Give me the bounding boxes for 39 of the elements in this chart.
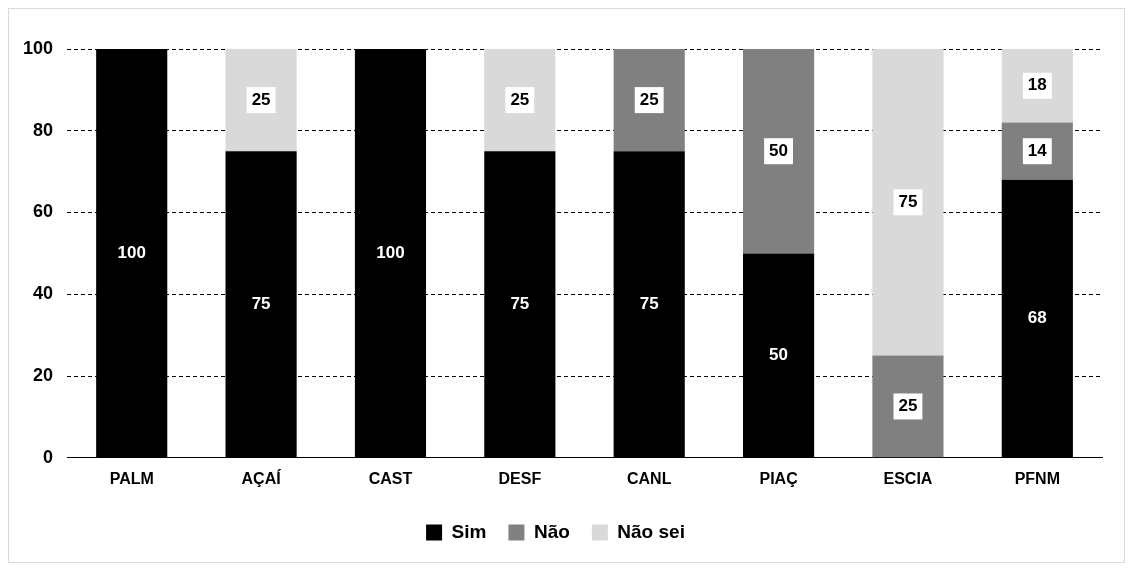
y-tick-label: 0 bbox=[43, 446, 54, 467]
data-label: 18 bbox=[1027, 75, 1047, 95]
x-tick-label: CANL bbox=[626, 469, 672, 487]
x-tick-label: PALM bbox=[109, 469, 154, 487]
data-label: 100 bbox=[117, 242, 146, 262]
data-label: 75 bbox=[639, 293, 659, 313]
bar bbox=[613, 49, 685, 152]
legend-label: Não sei bbox=[617, 520, 685, 542]
data-label: 50 bbox=[769, 140, 789, 160]
data-label: 25 bbox=[510, 89, 530, 109]
data-label: 75 bbox=[898, 191, 918, 211]
x-tick-label: AÇAÍ bbox=[241, 468, 282, 487]
y-tick-label: 100 bbox=[22, 37, 54, 58]
data-label: 25 bbox=[251, 89, 271, 109]
x-tick-label: PFNM bbox=[1014, 469, 1060, 487]
y-tick-label: 60 bbox=[33, 201, 54, 222]
y-tick-label: 40 bbox=[33, 283, 54, 304]
x-tick-label: CAST bbox=[368, 469, 413, 487]
x-tick-label: ESCIA bbox=[883, 469, 933, 487]
bar bbox=[872, 355, 944, 458]
y-tick-label: 20 bbox=[33, 365, 54, 386]
data-label: 14 bbox=[1027, 140, 1048, 160]
x-tick-label: DESF bbox=[498, 469, 542, 487]
bar bbox=[1001, 49, 1073, 123]
legend-label: Não bbox=[533, 520, 570, 542]
legend-label: Sim bbox=[451, 520, 487, 542]
data-label: 25 bbox=[639, 89, 659, 109]
data-label: 75 bbox=[510, 293, 530, 313]
bar bbox=[484, 49, 556, 152]
bar bbox=[225, 49, 297, 152]
bar bbox=[872, 49, 944, 356]
data-label: 68 bbox=[1027, 308, 1047, 328]
data-label: 100 bbox=[376, 242, 405, 262]
data-label: 75 bbox=[251, 293, 271, 313]
data-label: 25 bbox=[898, 396, 918, 416]
data-label: 50 bbox=[769, 345, 789, 365]
x-tick-label: PIAÇ bbox=[759, 469, 799, 487]
bar bbox=[743, 49, 815, 254]
y-tick-label: 80 bbox=[33, 119, 54, 140]
